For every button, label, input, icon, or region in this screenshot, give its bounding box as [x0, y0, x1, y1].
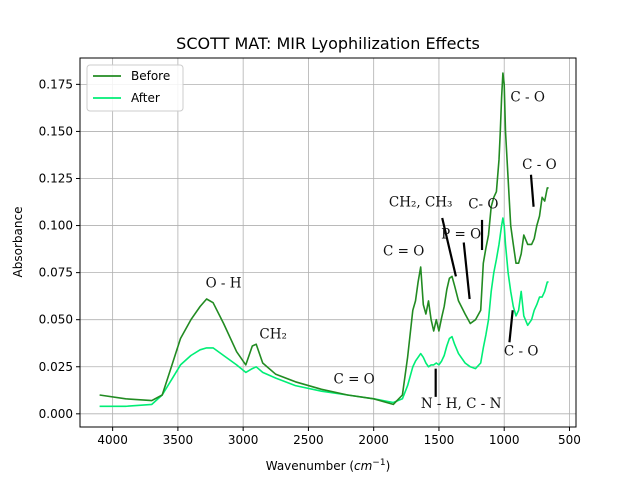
y-tick-label: 0.150	[39, 124, 73, 138]
plot-frame	[79, 57, 577, 428]
legend-label-before: Before	[131, 69, 170, 83]
annotation-po: P = O	[441, 227, 481, 243]
legend-label-after: After	[131, 91, 160, 105]
annotation-pointers	[434, 174, 535, 397]
y-tick-label: 0.050	[39, 313, 73, 327]
x-tick-label: 2500	[293, 433, 324, 447]
annotation-pointer-3	[529, 174, 535, 207]
annotation-pointer-1	[462, 242, 471, 300]
x-tick-label: 3000	[228, 433, 259, 447]
annotation-pointer-0	[441, 217, 457, 277]
grid	[80, 58, 576, 427]
x-tick-label: 4000	[97, 433, 128, 447]
y-axis-ticks: 0.000 0.025 0.050 0.075 0.100 0.125 0.150 0.175	[39, 77, 80, 421]
series-line-after	[99, 217, 549, 408]
annotation-c-o-low: C - O	[504, 343, 539, 359]
series-line-before	[99, 72, 549, 406]
x-tick-label: 3500	[163, 433, 194, 447]
x-tick-label: 1500	[424, 433, 455, 447]
x-tick-label: 500	[558, 433, 581, 447]
legend: Before After	[86, 64, 184, 112]
y-tick-label: 0.125	[39, 171, 73, 185]
x-axis-label-unit: cm	[354, 459, 372, 473]
annotations: O - H CH₂ C = O C = O CH₂, CH₃ P = O C- O C - O…	[206, 89, 557, 412]
chart-title: SCOTT MAT: MIR Lyophilization Effects	[176, 34, 480, 53]
x-tick-label: 1000	[489, 433, 520, 447]
annotation-ch2: CH₂	[259, 327, 287, 343]
y-tick-label: 0.025	[39, 360, 73, 374]
annotation-co-double-mid: C = O	[383, 244, 424, 260]
annotation-co-double-left: C = O	[333, 372, 374, 388]
annotation-oh: O - H	[206, 276, 242, 292]
y-axis-label: Absorbance	[11, 207, 25, 278]
y-tick-label: 0.175	[39, 77, 73, 91]
x-axis-label-close: )	[386, 459, 391, 473]
annotation-pointer-5	[508, 310, 514, 343]
series-layer	[99, 72, 549, 408]
x-axis-ticks: 4000 3500 3000 2500 2000 1500 1000 500	[97, 427, 581, 447]
annotation-nh-cn: N - H, C - N	[421, 396, 502, 412]
annotation-c-o-right: C - O	[522, 157, 557, 173]
y-tick-label: 0.100	[39, 219, 73, 233]
annotation-c-o-mid: C- O	[468, 197, 498, 213]
annotation-c-o-top: C - O	[510, 89, 545, 105]
y-tick-label: 0.000	[39, 407, 73, 421]
x-axis-label: Wavenumber (cm−1)	[266, 458, 391, 473]
x-axis-label-base: Wavenumber (	[266, 459, 354, 473]
y-tick-label: 0.075	[39, 266, 73, 280]
x-axis-label-exp: −1	[372, 458, 385, 468]
annotation-ch2ch3: CH₂, CH₃	[389, 195, 453, 211]
x-tick-label: 2000	[358, 433, 389, 447]
